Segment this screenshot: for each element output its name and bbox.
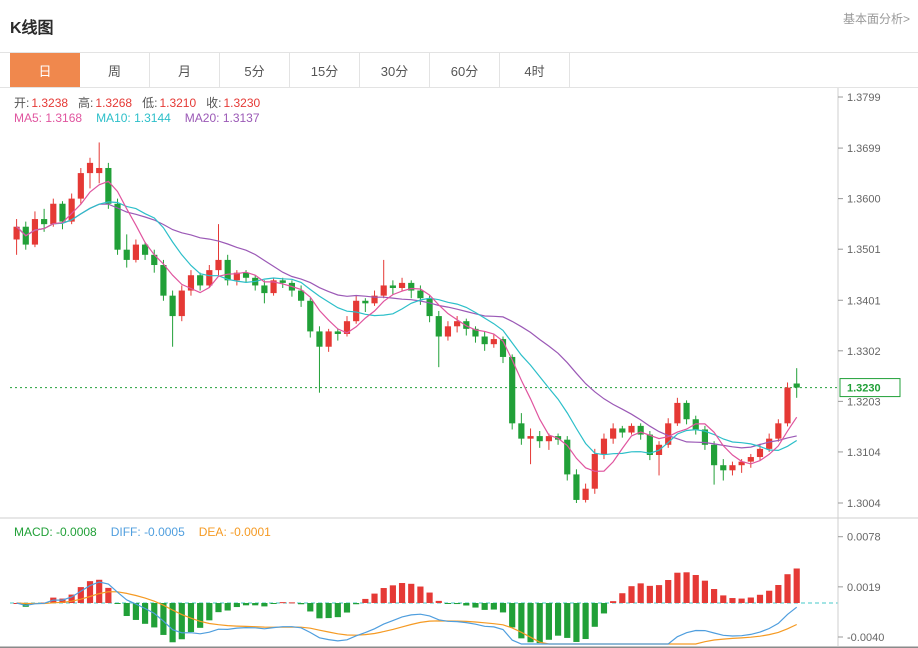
svg-text:0.0078: 0.0078 xyxy=(847,532,881,544)
tab-month[interactable]: 月 xyxy=(150,53,220,87)
tab-day[interactable]: 日 xyxy=(10,53,80,87)
svg-text:1.3401: 1.3401 xyxy=(847,295,881,307)
svg-text:1.3104: 1.3104 xyxy=(847,447,881,459)
tab-15min[interactable]: 15分 xyxy=(290,53,360,87)
svg-text:1.3600: 1.3600 xyxy=(847,194,881,206)
fundamental-analysis-link[interactable]: 基本面分析> xyxy=(842,12,910,26)
svg-text:1.3799: 1.3799 xyxy=(847,92,881,104)
svg-text:1.3004: 1.3004 xyxy=(847,498,881,510)
tab-60min[interactable]: 60分 xyxy=(430,53,500,87)
tab-5min[interactable]: 5分 xyxy=(220,53,290,87)
tab-4hour[interactable]: 4时 xyxy=(500,53,570,87)
svg-text:-0.0040: -0.0040 xyxy=(847,632,884,644)
tab-30min[interactable]: 30分 xyxy=(360,53,430,87)
tab-week[interactable]: 周 xyxy=(80,53,150,87)
svg-text:1.3501: 1.3501 xyxy=(847,244,881,256)
timeframe-tab-bar: 日 周 月 5分 15分 30分 60分 4时 xyxy=(0,52,918,88)
page-title: K线图 xyxy=(10,20,54,37)
svg-text:1.3302: 1.3302 xyxy=(847,346,881,358)
kline-chart-area: 1.3799 1.3699 1.3600 1.3501 1.3401 1.3302 1.32… xyxy=(0,88,918,648)
svg-text:1.3230: 1.3230 xyxy=(847,383,881,395)
kline-chart-canvas[interactable]: 1.3799 1.3699 1.3600 1.3501 1.3401 1.3302 1.32… xyxy=(0,88,918,648)
page-header: K线图 基本面分析> xyxy=(0,0,918,52)
svg-text:0.0019: 0.0019 xyxy=(847,582,881,594)
svg-text:1.3699: 1.3699 xyxy=(847,143,881,155)
svg-text:1.3203: 1.3203 xyxy=(847,396,881,408)
